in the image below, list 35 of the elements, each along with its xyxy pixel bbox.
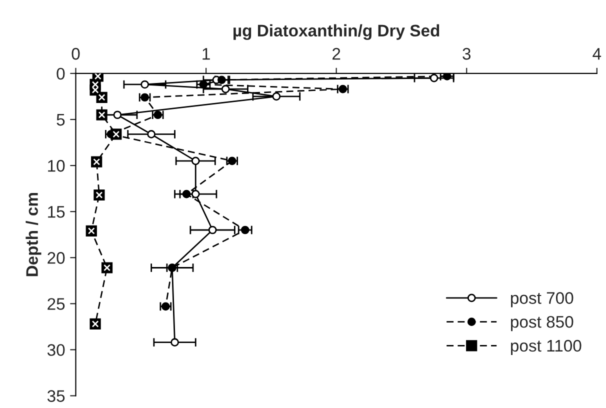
y-tick-label: 25 — [48, 298, 65, 310]
y-tick-label: 0 — [56, 68, 65, 80]
point — [240, 226, 250, 234]
y-tick-label: 30 — [47, 344, 65, 356]
x-tick-label: 0 — [72, 48, 80, 60]
point — [182, 190, 191, 198]
y-tick-label: 15 — [48, 206, 65, 218]
point — [272, 92, 281, 101]
legend-label: post 850 — [511, 316, 574, 332]
y-tick-label: 10 — [48, 160, 65, 172]
point — [191, 156, 200, 166]
x-tick-label: 4 — [592, 48, 602, 60]
point — [218, 76, 226, 84]
y-tick-label: 35 — [47, 390, 65, 402]
point — [113, 110, 122, 120]
x-tick-label: 3 — [462, 48, 471, 60]
point — [101, 262, 113, 274]
point — [430, 74, 438, 82]
point — [170, 338, 179, 347]
y-tick-label: 20 — [48, 252, 65, 264]
point — [147, 130, 156, 138]
point — [140, 80, 149, 89]
legend-label: post 700 — [511, 292, 574, 308]
point — [199, 80, 208, 89]
legend-label: post 1100 — [511, 340, 582, 355]
x-axis-title: µg Diatoxanthin/g Dry Sed — [234, 24, 440, 40]
point — [94, 189, 105, 201]
point — [191, 190, 200, 198]
point — [208, 226, 217, 234]
y-tick-label: 5 — [56, 114, 65, 126]
point — [442, 73, 452, 80]
x-tick-label: 2 — [332, 48, 340, 60]
x-tick-label: 1 — [202, 48, 210, 60]
point — [221, 84, 230, 94]
y-axis-title: Depth / cm — [26, 193, 42, 276]
